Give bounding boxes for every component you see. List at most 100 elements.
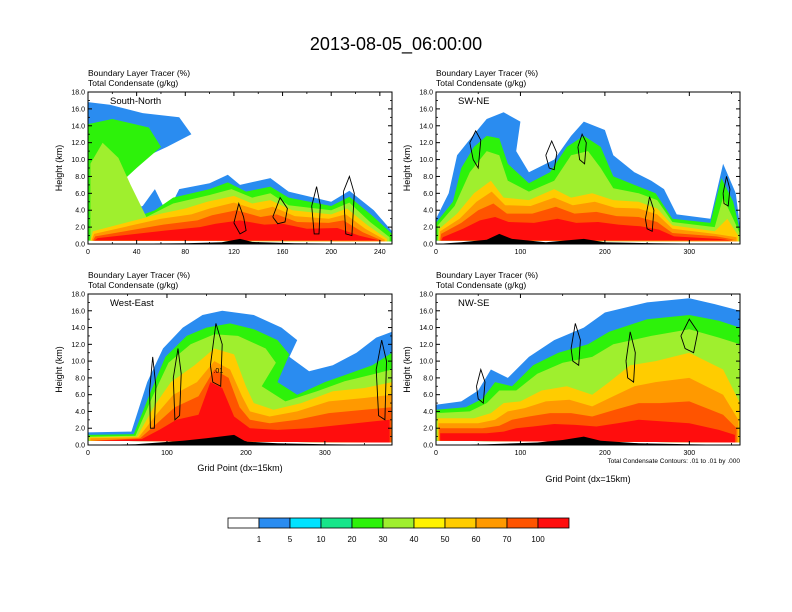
y-tick-label: 8.0 [75, 174, 85, 181]
x-tick-label: 300 [683, 249, 695, 256]
tracer-level-100 [94, 220, 380, 241]
y-tick-label: 6.0 [423, 392, 433, 399]
condensate-contour [722, 176, 731, 207]
y-tick-label: 18.0 [419, 292, 433, 299]
y-tick-label: 0.0 [423, 443, 433, 450]
header-tracer: Boundary Layer Tracer (%) [88, 68, 190, 78]
y-tick-label: 10.0 [71, 359, 85, 366]
y-tick-label: 2.0 [423, 426, 433, 433]
colorbar-label: 100 [531, 535, 545, 544]
contour-label: .01 [213, 368, 223, 375]
y-tick-label: 0.0 [423, 242, 433, 249]
y-tick-label: 18.0 [419, 90, 433, 97]
condensate-contour [342, 175, 355, 237]
tracer-level-70 [91, 369, 392, 443]
terrain [88, 238, 392, 244]
header-condensate: Total Condensate (g/kg) [88, 78, 178, 88]
colorbar-label: 40 [410, 535, 419, 544]
y-tick-label: 18.0 [71, 292, 85, 299]
y-tick-label: 4.0 [423, 409, 433, 416]
x-tick-label: 100 [515, 450, 527, 457]
contour-footnote: Total Condensate Contours: .01 to .01 by… [607, 458, 740, 465]
colorbar-swatch [227, 517, 260, 529]
panel-label: NW-SE [458, 298, 490, 309]
y-tick-label: 14.0 [71, 123, 85, 130]
colorbar-swatch [320, 517, 353, 529]
y-axis-label: Height (km) [402, 145, 412, 192]
y-tick-label: 16.0 [419, 106, 433, 113]
y-axis-label: Height (km) [54, 145, 64, 192]
x-axis-label: Grid Point (dx=15km) [545, 474, 630, 484]
condensate-contour [545, 139, 558, 171]
panel-3: .01 0.0 2.0 4.0 6.0 8.0 10.0 12.0 14.0 16.0 18.0 0 1… [54, 270, 393, 473]
y-tick-label: 16.0 [71, 106, 85, 113]
condensate-contour [311, 186, 321, 235]
condensate-contour [209, 323, 223, 388]
colorbar-label: 10 [317, 535, 326, 544]
terrain [88, 434, 392, 445]
y-tick-label: 6.0 [423, 191, 433, 198]
y-tick-label: 6.0 [75, 392, 85, 399]
colorbar-swatch [537, 517, 570, 529]
terrain [436, 436, 740, 445]
colorbar-label: 50 [441, 535, 450, 544]
y-tick-label: 16.0 [71, 308, 85, 315]
colorbar: 1 5 10 20 30 40 50 60 70 100 [227, 517, 570, 544]
header-condensate: Total Condensate (g/kg) [436, 280, 526, 290]
y-tick-label: 0.0 [75, 242, 85, 249]
colorbar-swatch [382, 517, 415, 529]
y-tick-label: 18.0 [71, 90, 85, 97]
x-tick-label: 200 [599, 249, 611, 256]
x-tick-label: 0 [434, 450, 438, 457]
x-tick-label: 120 [228, 249, 240, 256]
colorbar-label: 20 [348, 535, 357, 544]
y-tick-label: 14.0 [419, 325, 433, 332]
y-axis-label: Height (km) [54, 346, 64, 393]
condensate-contour [680, 318, 699, 354]
y-tick-label: 10.0 [71, 157, 85, 164]
y-tick-label: 12.0 [419, 140, 433, 147]
condensate-contour [476, 367, 486, 404]
condensate-contour [272, 196, 288, 225]
y-tick-label: 2.0 [423, 225, 433, 232]
y-tick-label: 2.0 [75, 225, 85, 232]
terrain [436, 233, 740, 244]
y-tick-label: 6.0 [75, 191, 85, 198]
panel-1: 0.0 2.0 4.0 6.0 8.0 10.0 12.0 14.0 16.0 18.0 0 40 80… [54, 68, 393, 256]
tracer-level-100 [440, 419, 735, 443]
x-tick-label: 100 [161, 450, 173, 457]
y-tick-label: 2.0 [75, 426, 85, 433]
y-tick-label: 4.0 [75, 409, 85, 416]
condensate-contour [149, 356, 157, 429]
condensate-contour [172, 348, 182, 421]
panel-4: 0.0 2.0 4.0 6.0 8.0 10.0 12.0 14.0 16.0 18.0 0 100 2… [402, 270, 741, 484]
x-tick-label: 240 [374, 249, 386, 256]
x-axis-label: Grid Point (dx=15km) [197, 463, 282, 473]
x-tick-label: 100 [515, 249, 527, 256]
header-condensate: Total Condensate (g/kg) [88, 280, 178, 290]
colorbar-label: 70 [503, 535, 512, 544]
colorbar-swatch [506, 517, 539, 529]
x-tick-label: 0 [86, 249, 90, 256]
condensate-contour [375, 339, 387, 421]
header-tracer: Boundary Layer Tracer (%) [436, 68, 538, 78]
y-tick-label: 12.0 [71, 140, 85, 147]
colorbar-swatch [258, 517, 291, 529]
y-tick-label: 14.0 [71, 325, 85, 332]
y-tick-label: 4.0 [423, 208, 433, 215]
header-tracer: Boundary Layer Tracer (%) [88, 270, 190, 280]
tracer-level-100 [441, 217, 734, 241]
colorbar-label: 5 [288, 535, 293, 544]
tracer-level-100 [92, 382, 390, 443]
x-tick-label: 40 [133, 249, 141, 256]
colorbar-label: 1 [257, 535, 262, 544]
colorbar-label: 60 [472, 535, 481, 544]
y-tick-label: 4.0 [75, 208, 85, 215]
condensate-contour [233, 201, 247, 235]
panel-label: West-East [110, 298, 154, 309]
y-tick-label: 10.0 [419, 359, 433, 366]
header-condensate: Total Condensate (g/kg) [436, 78, 526, 88]
plot-area [436, 298, 740, 445]
y-tick-label: 10.0 [419, 157, 433, 164]
condensate-contour [577, 133, 587, 165]
